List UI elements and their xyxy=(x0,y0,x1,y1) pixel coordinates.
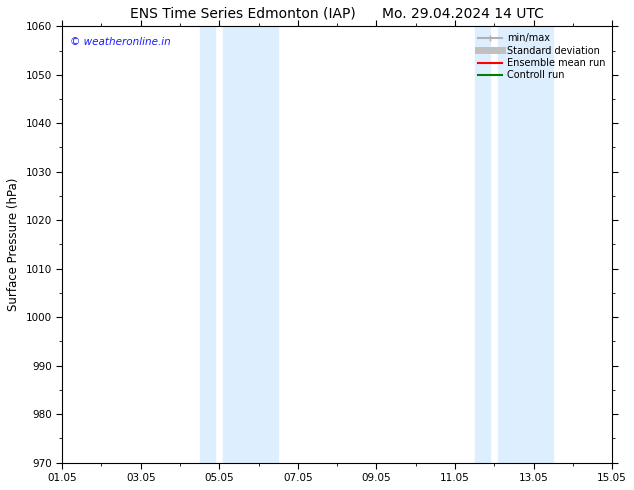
Bar xyxy=(200,26,216,463)
Bar xyxy=(498,26,553,463)
Bar xyxy=(223,26,278,463)
Title: ENS Time Series Edmonton (IAP)      Mo. 29.04.2024 14 UTC: ENS Time Series Edmonton (IAP) Mo. 29.04… xyxy=(130,7,544,21)
Y-axis label: Surface Pressure (hPa): Surface Pressure (hPa) xyxy=(7,178,20,311)
Text: © weatheronline.in: © weatheronline.in xyxy=(70,37,171,47)
Bar xyxy=(475,26,490,463)
Legend: min/max, Standard deviation, Ensemble mean run, Controll run: min/max, Standard deviation, Ensemble me… xyxy=(476,31,607,82)
